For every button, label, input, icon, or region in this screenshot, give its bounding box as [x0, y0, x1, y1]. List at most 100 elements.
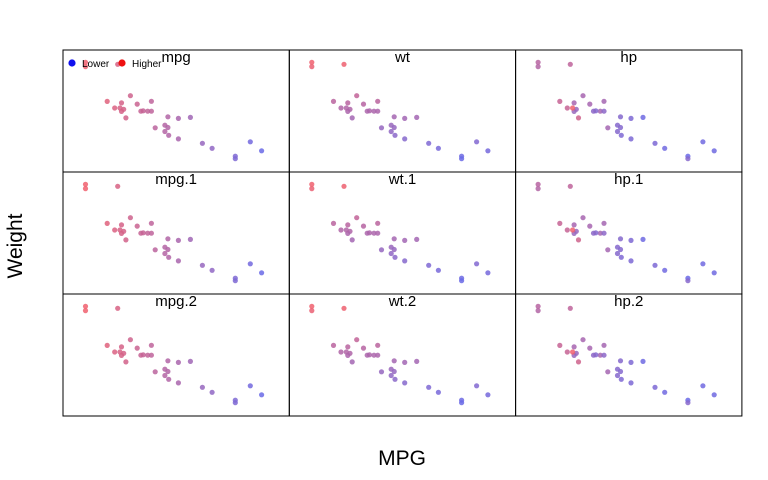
data-point — [138, 352, 144, 358]
data-point — [617, 236, 624, 242]
data-point — [711, 270, 717, 276]
data-point — [640, 114, 646, 120]
panel-mpg-2: mpg.2 — [62, 293, 290, 417]
data-point — [575, 237, 582, 243]
data-point — [587, 101, 593, 107]
data-point — [601, 220, 607, 226]
data-point — [614, 128, 621, 135]
data-point — [601, 108, 607, 114]
data-point — [557, 342, 563, 348]
data-point — [199, 262, 205, 268]
data-point — [564, 227, 570, 233]
data-point — [345, 222, 351, 228]
panel-title: mpg.2 — [155, 293, 197, 310]
data-point — [601, 230, 607, 236]
data-point — [338, 105, 344, 111]
data-point — [354, 215, 360, 221]
data-point — [557, 220, 563, 226]
data-point — [104, 98, 110, 104]
panel-wt: wt — [288, 49, 517, 173]
data-point — [165, 124, 171, 131]
panel-title: wt — [394, 49, 411, 66]
data-point — [118, 222, 125, 228]
data-point — [115, 183, 121, 189]
data-point — [580, 215, 586, 221]
data-point — [628, 380, 634, 386]
data-point — [700, 383, 706, 389]
data-point — [375, 352, 381, 358]
data-point — [564, 349, 570, 355]
data-point — [152, 125, 158, 131]
data-point — [364, 352, 370, 358]
data-point — [617, 114, 624, 120]
data-point — [134, 101, 140, 107]
data-point — [391, 246, 397, 253]
data-point — [338, 227, 344, 233]
panel-hp-2: hp.2 — [515, 293, 743, 417]
data-point — [127, 215, 133, 221]
data-point — [165, 358, 171, 364]
data-point — [309, 303, 315, 309]
data-point — [330, 220, 337, 226]
data-point — [414, 236, 420, 242]
data-point — [474, 261, 480, 267]
data-point — [485, 392, 491, 398]
data-point — [175, 115, 181, 121]
data-point — [628, 359, 634, 365]
data-point — [590, 352, 597, 358]
data-point — [162, 250, 168, 257]
data-point — [375, 98, 381, 104]
data-point — [247, 261, 253, 267]
data-point — [175, 380, 181, 386]
data-point — [259, 392, 265, 398]
data-point — [341, 305, 347, 311]
data-point — [166, 376, 172, 382]
data-point — [349, 237, 355, 243]
panel-title: mpg — [162, 49, 191, 66]
data-point — [652, 384, 658, 390]
data-point — [175, 359, 181, 365]
data-point — [187, 236, 193, 242]
data-point — [571, 100, 577, 106]
panel-border — [515, 293, 743, 417]
data-point — [618, 132, 624, 138]
data-point — [628, 258, 634, 264]
panel-title: hp — [620, 49, 637, 66]
data-point — [148, 108, 154, 114]
data-point — [685, 156, 691, 162]
data-point — [371, 108, 377, 114]
data-point — [474, 139, 480, 145]
data-point — [343, 349, 349, 355]
data-point — [199, 384, 205, 390]
data-point — [580, 93, 586, 99]
panel-mpg: mpg Lower Higher — [62, 49, 290, 173]
data-point — [617, 358, 624, 364]
data-point — [360, 101, 367, 107]
data-point — [82, 181, 89, 187]
data-point — [414, 114, 420, 120]
data-point — [375, 108, 381, 114]
data-point — [134, 345, 140, 351]
data-point — [435, 389, 441, 395]
data-point — [435, 267, 441, 273]
data-point — [557, 98, 563, 104]
data-point — [601, 342, 607, 348]
data-point — [570, 227, 576, 233]
data-point — [341, 61, 347, 67]
data-point — [343, 227, 349, 233]
data-point — [187, 358, 193, 364]
data-point — [485, 148, 491, 154]
data-point — [187, 114, 193, 120]
data-point — [247, 139, 253, 145]
data-point — [309, 181, 315, 187]
legend-swatch — [118, 59, 126, 67]
data-point — [82, 59, 89, 65]
data-point — [162, 372, 168, 379]
data-point — [535, 303, 541, 309]
data-point — [685, 400, 691, 406]
data-point — [426, 384, 432, 390]
data-point — [378, 247, 385, 253]
data-point — [474, 383, 480, 389]
data-point — [711, 148, 717, 154]
data-point — [349, 115, 355, 121]
